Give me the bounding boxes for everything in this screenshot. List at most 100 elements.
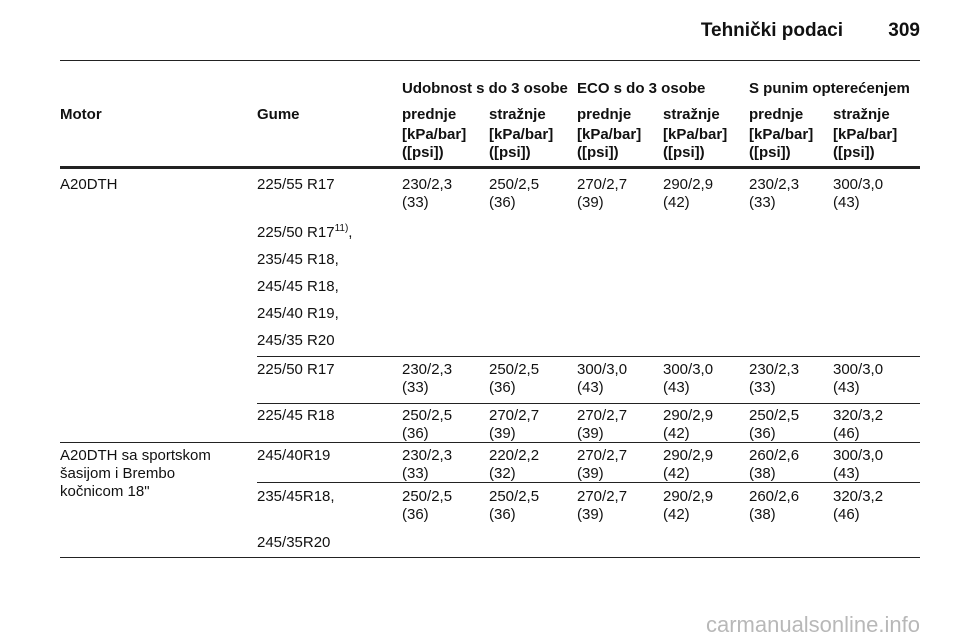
pressure: 320/3,2 (833, 407, 884, 424)
column-header: Gume (257, 106, 300, 123)
unit-header: [kPa/bar] (402, 126, 467, 143)
rule (60, 166, 920, 169)
pressure: (36) (402, 506, 429, 523)
pressure: 270/2,7 (577, 407, 628, 424)
unit-header: ([psi]) (402, 144, 444, 161)
pressure: 250/2,5 (489, 176, 540, 193)
pressure: 300/3,0 (833, 361, 884, 378)
pressure: 250/2,5 (749, 407, 800, 424)
pressure: (38) (749, 465, 776, 482)
pressure: 290/2,9 (663, 407, 714, 424)
pressure: (43) (577, 379, 604, 396)
pressure: (33) (402, 465, 429, 482)
column-header: Motor (60, 106, 102, 123)
pressure: (43) (663, 379, 690, 396)
pressure: 300/3,0 (663, 361, 714, 378)
unit-header: [kPa/bar] (749, 126, 814, 143)
pressure: 230/2,3 (402, 176, 453, 193)
pressure: 250/2,5 (402, 488, 453, 505)
rule (257, 356, 920, 357)
pressure: (36) (749, 425, 776, 442)
motor: A20DTH sa sportskom (60, 447, 211, 464)
watermark: carmanualsonline.info (705, 612, 920, 637)
tire: 245/40 R19, (257, 305, 339, 322)
pressure: (39) (577, 465, 604, 482)
pressure: (43) (833, 194, 860, 211)
rule (257, 482, 920, 483)
pressure: 290/2,9 (663, 447, 714, 464)
pressure: 220/2,2 (489, 447, 540, 464)
pressure: (33) (749, 194, 776, 211)
page-title: Tehnički podaci (700, 20, 843, 41)
column-header: stražnje (663, 106, 720, 123)
pressure: 270/2,7 (577, 488, 628, 505)
unit-header: ([psi]) (577, 144, 619, 161)
column-header: prednje (577, 106, 632, 123)
pressure: 320/3,2 (833, 488, 884, 505)
pressure: (42) (663, 506, 690, 523)
tire-tail: , (348, 224, 353, 241)
column-header: prednje (749, 106, 804, 123)
tire: 225/50 R1711), (257, 224, 352, 242)
pressure: (43) (833, 465, 860, 482)
unit-header: ([psi]) (833, 144, 875, 161)
motor: A20DTH (60, 176, 118, 193)
pressure: (39) (489, 425, 516, 442)
tire: 225/45 R18 (257, 407, 335, 424)
unit-header: [kPa/bar] (663, 126, 728, 143)
pressure: (36) (489, 506, 516, 523)
pressure: 250/2,5 (489, 488, 540, 505)
tire: 245/45 R18, (257, 278, 339, 295)
pressure: 230/2,3 (749, 176, 800, 193)
rule (60, 442, 920, 443)
tire: 225/55 R17 (257, 176, 335, 193)
pressure: (33) (402, 379, 429, 396)
tire: 225/50 R17 (257, 361, 335, 378)
pressure: 260/2,6 (749, 447, 800, 464)
tire: 245/40R19 (257, 447, 331, 464)
pressure: (36) (489, 194, 516, 211)
group-header: ECO s do 3 osobe (577, 80, 706, 97)
pressure: 250/2,5 (489, 361, 540, 378)
pressure: 260/2,6 (749, 488, 800, 505)
pressure: (42) (663, 465, 690, 482)
tire-size: 225/50 R17 (257, 224, 335, 241)
unit-header: [kPa/bar] (577, 126, 642, 143)
pressure: (42) (663, 425, 690, 442)
tire: 245/35 R20 (257, 332, 335, 349)
column-header: stražnje (833, 106, 890, 123)
pressure: 230/2,3 (402, 361, 453, 378)
pressure: (36) (489, 379, 516, 396)
motor: kočnicom 18" (60, 483, 150, 500)
tire: 245/35R20 (257, 534, 331, 551)
pressure: 270/2,7 (577, 176, 628, 193)
unit-header: [kPa/bar] (833, 126, 898, 143)
pressure: (46) (833, 425, 860, 442)
rule (257, 403, 920, 404)
column-header: prednje (402, 106, 457, 123)
unit-header: ([psi]) (749, 144, 791, 161)
tire: 235/45 R18, (257, 251, 339, 268)
pressure: (46) (833, 506, 860, 523)
pressure: 250/2,5 (402, 407, 453, 424)
pressure: (32) (489, 465, 516, 482)
unit-header: ([psi]) (663, 144, 705, 161)
pressure: (36) (402, 425, 429, 442)
pressure: (39) (577, 506, 604, 523)
rule (60, 557, 920, 558)
pressure: (43) (833, 379, 860, 396)
pressure: 300/3,0 (833, 447, 884, 464)
pressure: 230/2,3 (749, 361, 800, 378)
pressure: 270/2,7 (577, 447, 628, 464)
footnote: 11) (334, 223, 349, 234)
page-number: 309 (888, 20, 920, 41)
pressure: (33) (402, 194, 429, 211)
pressure: 300/3,0 (833, 176, 884, 193)
pressure: (38) (749, 506, 776, 523)
unit-header: [kPa/bar] (489, 126, 554, 143)
pressure: (42) (663, 194, 690, 211)
unit-header: ([psi]) (489, 144, 531, 161)
pressure: (39) (577, 194, 604, 211)
pressure: 270/2,7 (489, 407, 540, 424)
